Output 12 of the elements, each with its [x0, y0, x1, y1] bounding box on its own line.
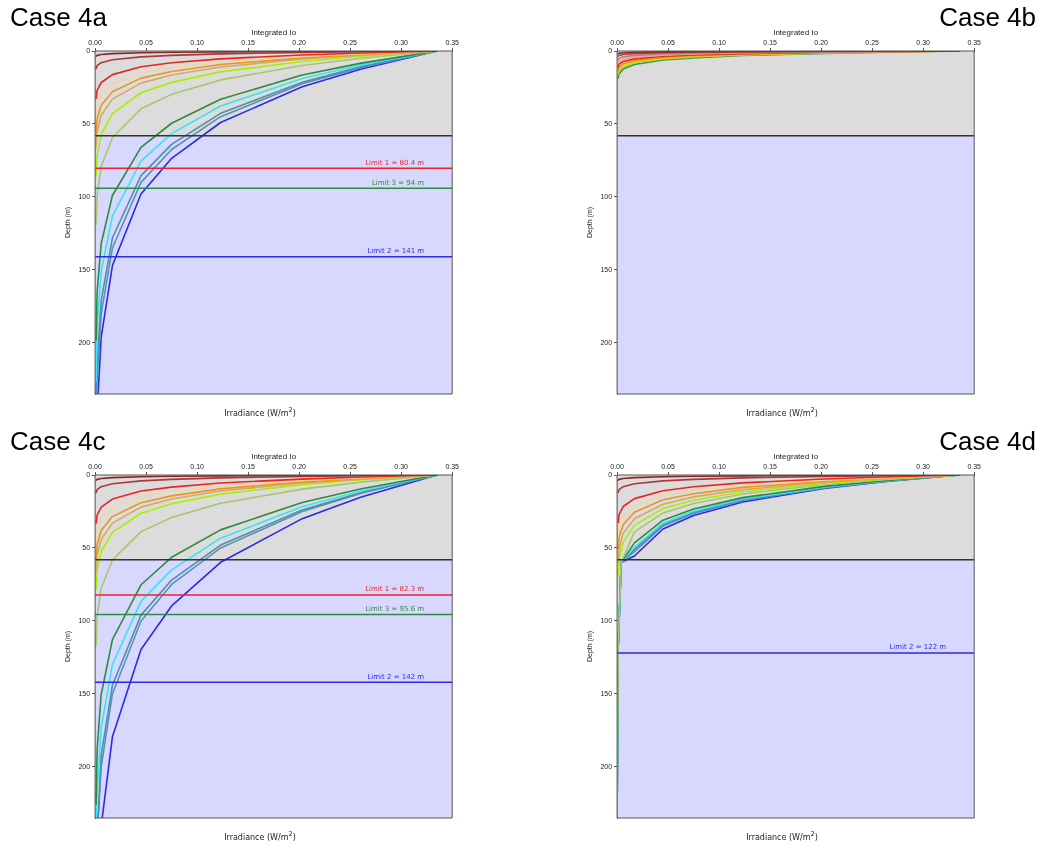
text: Irradiance (W/m$^{2}$) [745, 406, 819, 418]
chart-title: Case 4c [10, 426, 106, 457]
text: Irradiance (W/m$^{2}$) [223, 830, 297, 842]
x-axis-title: Integrated Io [251, 28, 297, 37]
x-axis-title: Integrated Io [251, 452, 297, 461]
chart-title: Case 4b [939, 2, 1036, 33]
x-axis-title: Integrated Io [773, 28, 819, 37]
text: Irradiance (W/m$^{2}$) [745, 830, 819, 842]
chart-title: Case 4a [10, 2, 107, 33]
x-axis-title: Integrated Io [773, 452, 819, 461]
chart-title: Case 4d [939, 426, 1036, 457]
text: Irradiance (W/m$^{2}$) [223, 406, 297, 418]
